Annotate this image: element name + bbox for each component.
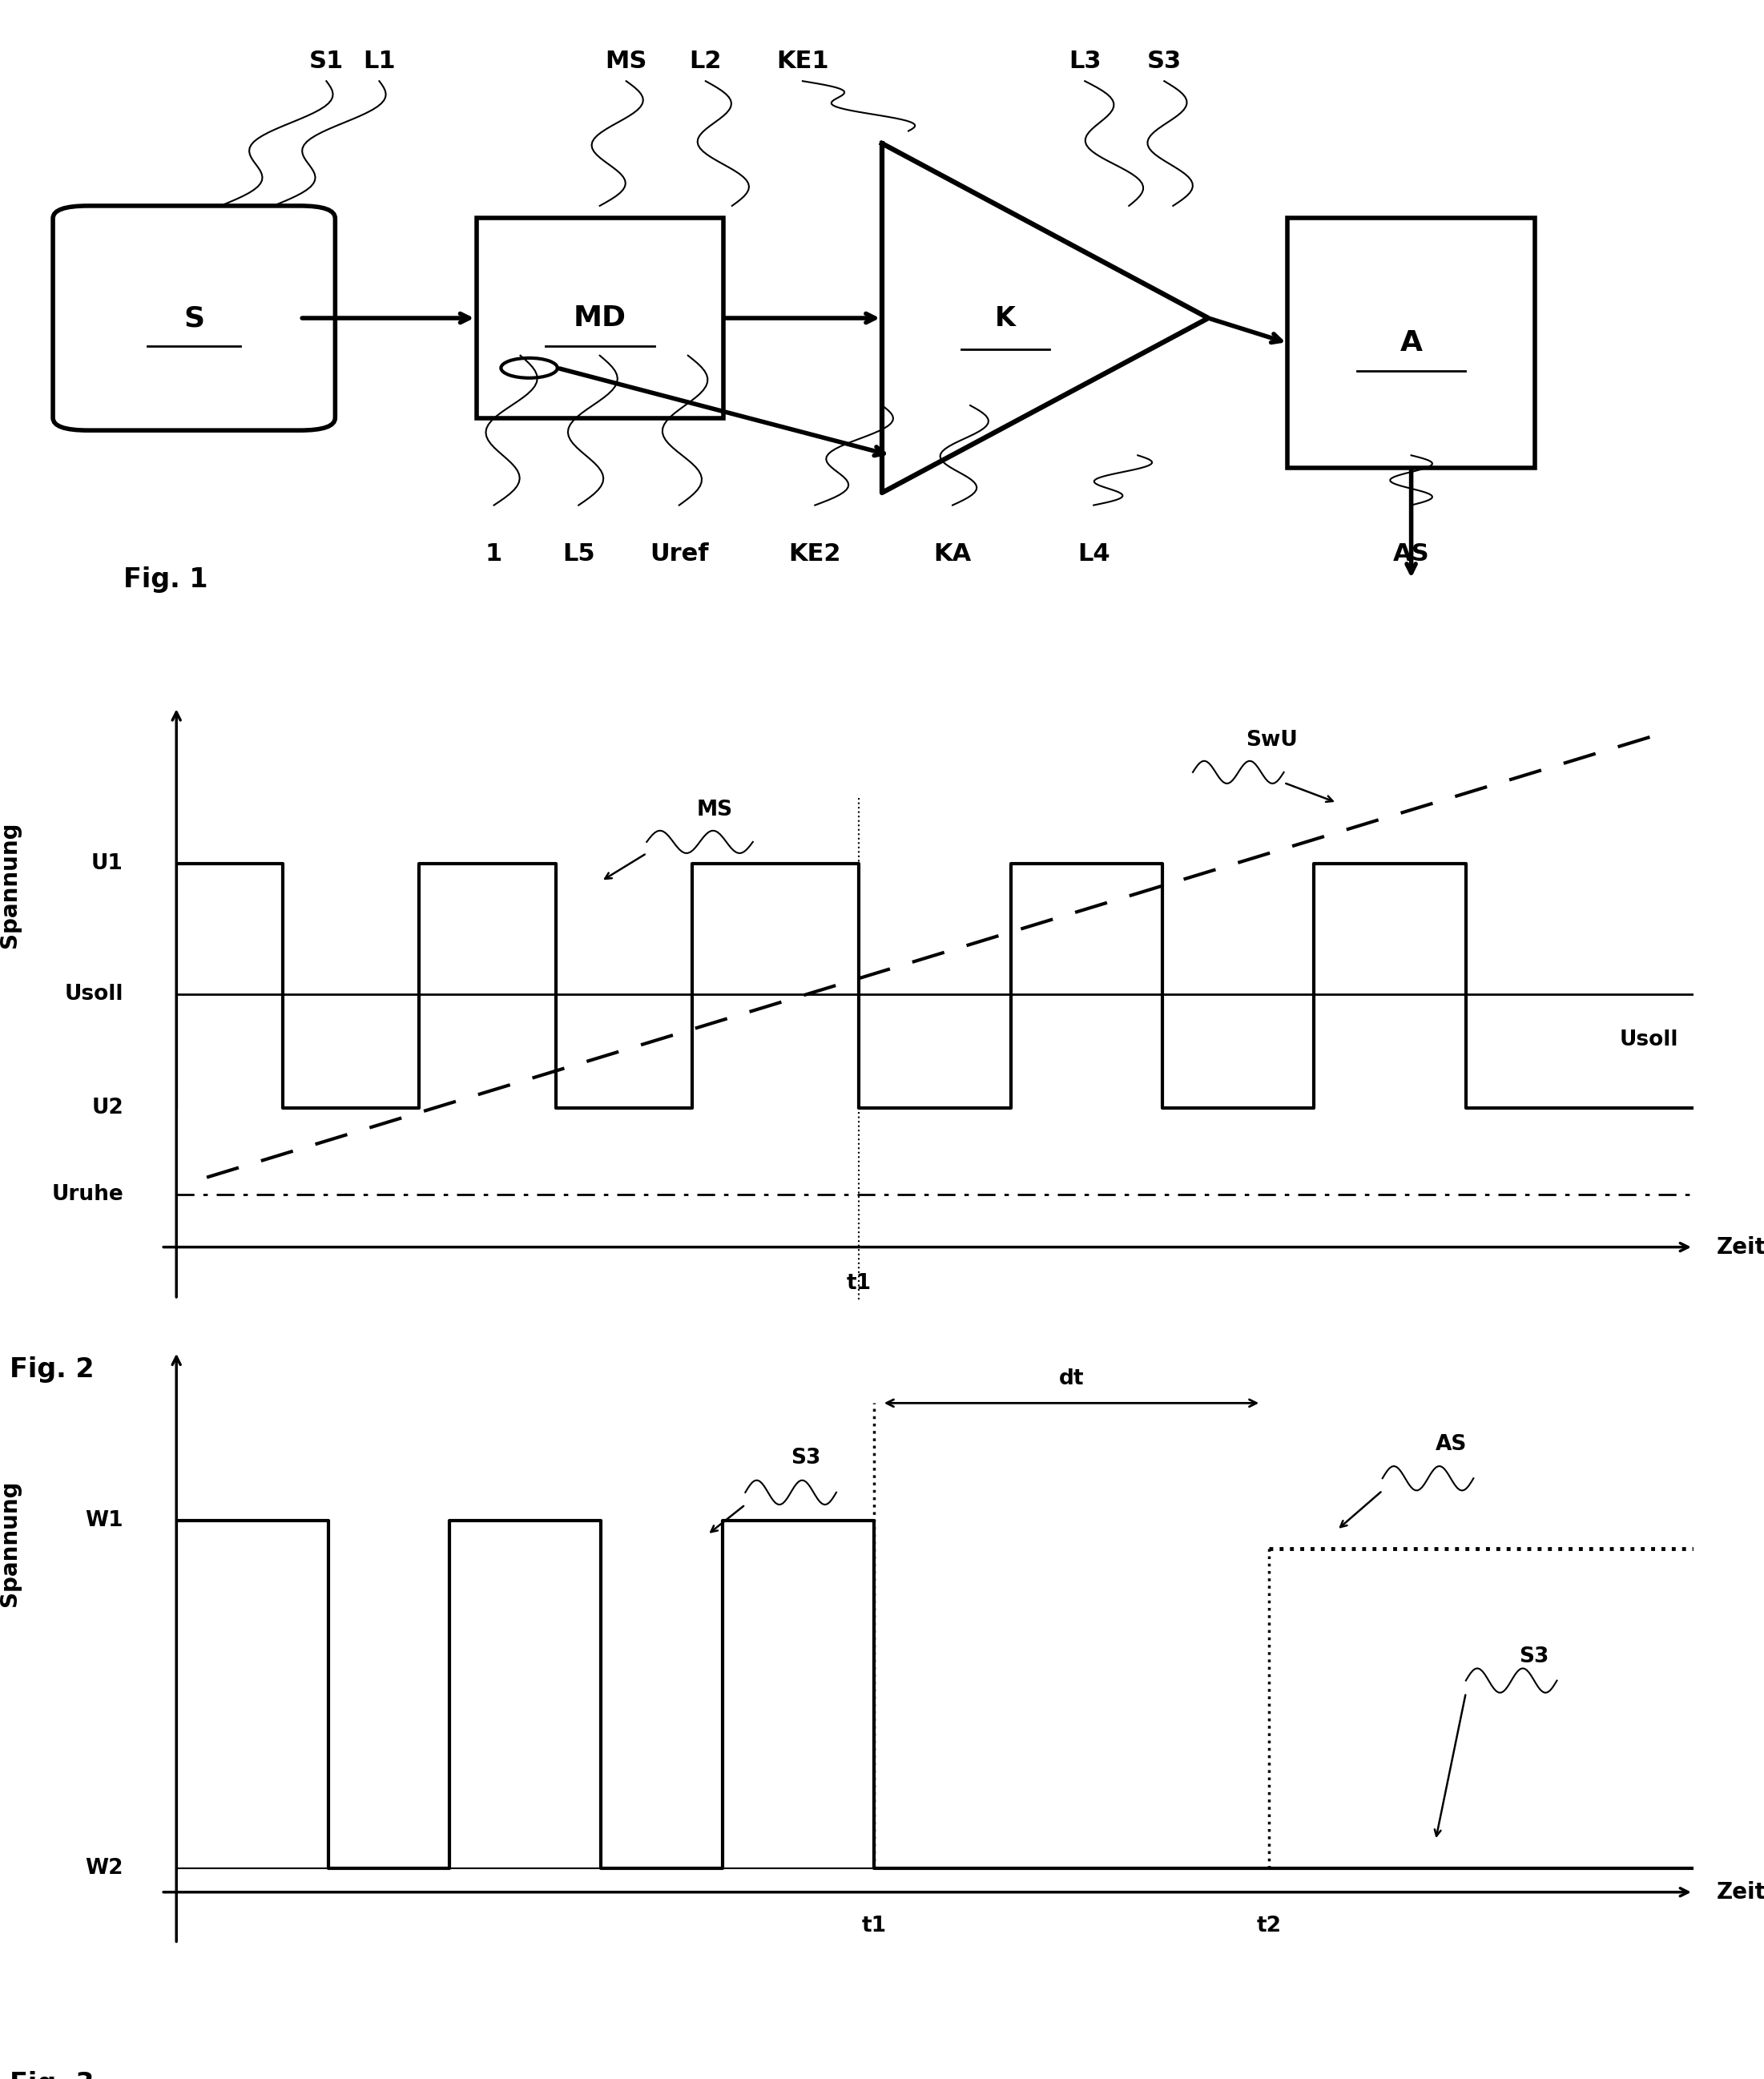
- Text: W1: W1: [85, 1509, 123, 1530]
- Text: S1: S1: [309, 50, 344, 73]
- Text: KA: KA: [933, 543, 972, 565]
- Text: A: A: [1401, 328, 1422, 358]
- Text: Fig. 3: Fig. 3: [9, 2071, 93, 2079]
- Text: AS: AS: [1436, 1435, 1468, 1455]
- Bar: [1288, 218, 1535, 468]
- Text: Uref: Uref: [649, 543, 709, 565]
- Text: S3: S3: [1519, 1647, 1549, 1667]
- Text: 1: 1: [485, 543, 503, 565]
- Text: W2: W2: [85, 1859, 123, 1879]
- Text: MS: MS: [605, 50, 647, 73]
- Text: U1: U1: [92, 852, 123, 873]
- Text: dt: dt: [1058, 1368, 1085, 1389]
- Circle shape: [501, 358, 557, 378]
- Text: Zeit: Zeit: [1716, 1235, 1764, 1258]
- Text: L5: L5: [563, 543, 594, 565]
- Text: KE2: KE2: [789, 543, 841, 565]
- Text: t2: t2: [1256, 1915, 1281, 1936]
- Text: Usoll: Usoll: [65, 983, 123, 1004]
- Text: Spannung: Spannung: [0, 1480, 21, 1607]
- Text: Fig. 1: Fig. 1: [123, 565, 208, 593]
- Text: L4: L4: [1078, 543, 1110, 565]
- Text: S3: S3: [1147, 50, 1182, 73]
- Text: MS: MS: [697, 798, 734, 819]
- Text: L1: L1: [363, 50, 395, 73]
- Text: S: S: [183, 304, 205, 333]
- Text: SwU: SwU: [1245, 730, 1298, 751]
- Text: t1: t1: [847, 1272, 871, 1293]
- Text: Uruhe: Uruhe: [51, 1185, 123, 1206]
- Text: U2: U2: [92, 1098, 123, 1119]
- Text: t1: t1: [863, 1915, 887, 1936]
- Text: Spannung: Spannung: [0, 821, 21, 948]
- Text: K: K: [995, 306, 1016, 331]
- Bar: [476, 218, 723, 418]
- Text: L3: L3: [1069, 50, 1101, 73]
- Text: Usoll: Usoll: [1619, 1029, 1678, 1050]
- Text: Zeit: Zeit: [1716, 1881, 1764, 1904]
- Text: Fig. 2: Fig. 2: [9, 1356, 93, 1383]
- Text: MD: MD: [573, 304, 626, 333]
- Text: L2: L2: [690, 50, 721, 73]
- Text: S3: S3: [790, 1449, 820, 1470]
- Text: KE1: KE1: [776, 50, 829, 73]
- Text: AS: AS: [1394, 543, 1429, 565]
- FancyBboxPatch shape: [53, 206, 335, 430]
